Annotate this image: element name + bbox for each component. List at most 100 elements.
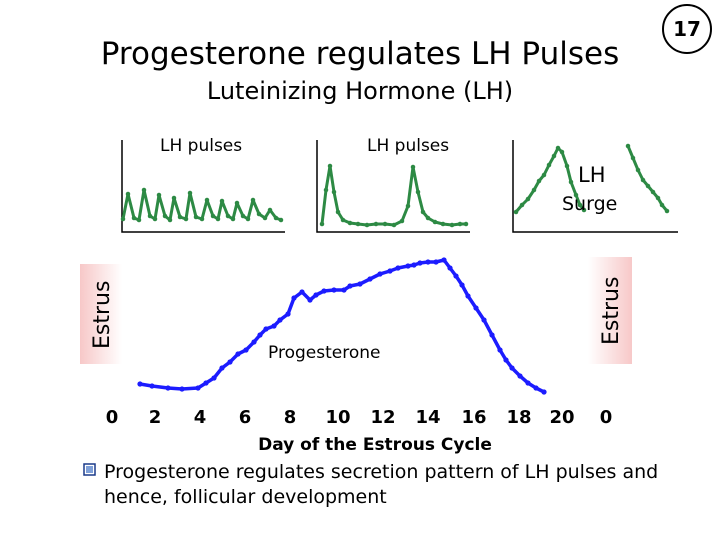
- lh-trace-high-amplitude-point: [425, 215, 431, 221]
- lh-trace-high-amplitude-point: [373, 221, 379, 227]
- lh-traces: [120, 143, 670, 228]
- lh-surge-trace-left-point: [568, 179, 574, 185]
- progesterone-line-point: [211, 375, 217, 381]
- progesterone-curve: [137, 257, 547, 395]
- progesterone-line-point: [377, 271, 383, 277]
- lh-trace-low-amplitude-point: [245, 216, 251, 222]
- lh-trace-high-amplitude-point: [391, 222, 397, 228]
- progesterone-line-point: [465, 293, 471, 299]
- x-axis-title: Day of the Estrous Cycle: [258, 435, 492, 455]
- progesterone-line-point: [453, 273, 459, 279]
- lh-surge-trace-left-point: [581, 207, 587, 213]
- lh-surge-trace-left-point: [519, 202, 525, 208]
- progesterone-line-point: [277, 317, 283, 323]
- lh-surge-trace-left-point: [564, 163, 570, 169]
- progesterone-line-point: [321, 288, 327, 294]
- progesterone-line-point: [533, 385, 539, 391]
- lh-surge-trace-right-point: [625, 143, 631, 149]
- estrus-right-label: Estrus: [599, 276, 624, 345]
- x-tick-label: 0: [599, 407, 613, 428]
- lh-trace-high-amplitude-point: [335, 209, 341, 215]
- lh-trace-low-amplitude-point: [147, 213, 153, 219]
- progesterone-line-point: [341, 287, 347, 293]
- x-tick-label: 4: [193, 407, 207, 428]
- lh-trace-high-amplitude: [320, 164, 466, 227]
- lh-trace-low-amplitude-point: [256, 211, 262, 217]
- lh-trace-low-amplitude-point: [193, 214, 199, 220]
- lh-trace-high-amplitude-point: [323, 187, 329, 193]
- progesterone-line-point: [447, 265, 453, 271]
- progesterone-line-point: [387, 268, 393, 274]
- estrus-left-label: Estrus: [90, 280, 115, 349]
- lh-pulses-label-2: LH pulses: [367, 136, 450, 156]
- lh-trace-low-amplitude-point: [278, 217, 284, 223]
- x-tick-label: 6: [238, 407, 252, 428]
- x-tick-label: 18: [506, 407, 532, 428]
- lh-surge-trace-right-point: [630, 155, 636, 161]
- lh-trace-low-amplitude-point: [219, 198, 225, 204]
- progesterone-label: Progesterone: [268, 343, 381, 363]
- x-tick-label: 20: [549, 407, 575, 428]
- progesterone-line-point: [509, 365, 515, 371]
- lh-trace-high-amplitude-point: [347, 220, 353, 226]
- progesterone-line-point: [257, 332, 263, 338]
- progesterone-line-point: [251, 339, 257, 345]
- progesterone-line-point: [541, 389, 547, 395]
- lh-trace-low-amplitude-point: [234, 200, 240, 206]
- lh-trace-low-amplitude-point: [136, 217, 142, 223]
- progesterone-line-point: [313, 292, 319, 298]
- lh-trace-high-amplitude-point: [405, 203, 411, 209]
- estrus-left-band: [80, 264, 122, 364]
- lh-surge-trace-right-point: [650, 189, 656, 195]
- progesterone-line-point: [497, 347, 503, 353]
- progesterone-line-point: [235, 351, 241, 357]
- progesterone-line-point: [203, 380, 209, 386]
- lh-trace-low-amplitude-point: [156, 192, 162, 198]
- x-tick-label: 12: [370, 407, 396, 428]
- progesterone-line-point: [489, 332, 495, 338]
- lh-trace-low-amplitude-point: [183, 216, 189, 222]
- progesterone-line-point: [299, 289, 305, 295]
- lh-surge-trace-left-point: [555, 145, 561, 151]
- lh-trace-low-amplitude-point: [177, 214, 183, 220]
- lh-surge-trace-left-point: [513, 209, 519, 215]
- estrus-right-band: [588, 257, 632, 364]
- lh-surge-trace-left-point: [577, 202, 583, 208]
- panel-frame-surge: [512, 140, 678, 233]
- lh-trace-low-amplitude-point: [267, 207, 273, 213]
- lh-trace-low-amplitude-point: [162, 213, 168, 219]
- lh-trace-high-amplitude-point: [340, 217, 346, 223]
- progesterone-line-point: [357, 281, 363, 287]
- lh-trace-low-amplitude-point: [171, 195, 177, 201]
- progesterone-line-point: [243, 347, 249, 353]
- progesterone-line-point: [291, 295, 297, 301]
- lh-trace-high-amplitude-point: [327, 163, 333, 169]
- lh-trace-low-amplitude-point: [273, 215, 279, 221]
- lh-surge-trace-left-point: [559, 149, 565, 155]
- progesterone-line-point: [525, 380, 531, 386]
- lh-trace-high-amplitude-point: [355, 221, 361, 227]
- lh-trace-low-amplitude-point: [131, 215, 137, 221]
- progesterone-line-point: [425, 259, 431, 265]
- progesterone-line-point: [503, 357, 509, 363]
- lh-surge-trace-right-point: [640, 177, 646, 183]
- x-tick-label: 14: [415, 407, 441, 428]
- slide-number: 17: [662, 4, 712, 54]
- lh-surge-trace-left-point: [551, 153, 557, 159]
- progesterone-line-point: [331, 287, 337, 293]
- slide-subtitle: Luteinizing Hormone (LH): [206, 77, 514, 105]
- lh-surge-trace-left-point: [546, 162, 552, 168]
- lh-trace-low-amplitude-point: [141, 187, 147, 193]
- slide-title: Progesterone regulates LH Pulses: [100, 36, 620, 72]
- progesterone-line-point: [459, 282, 465, 288]
- progesterone-line-point: [149, 383, 155, 389]
- bullet-text: Progesterone regulates secretion pattern…: [104, 461, 659, 508]
- progesterone-line-point: [137, 381, 143, 387]
- lh-surge-trace-left-point: [525, 196, 531, 202]
- lh-trace-high-amplitude-point: [399, 218, 405, 224]
- lh-trace-low-amplitude-point: [250, 197, 256, 203]
- progesterone-line-point: [411, 262, 417, 268]
- progesterone-line-point: [405, 263, 411, 269]
- progesterone-line-point: [219, 365, 225, 371]
- progesterone-line-point: [395, 265, 401, 271]
